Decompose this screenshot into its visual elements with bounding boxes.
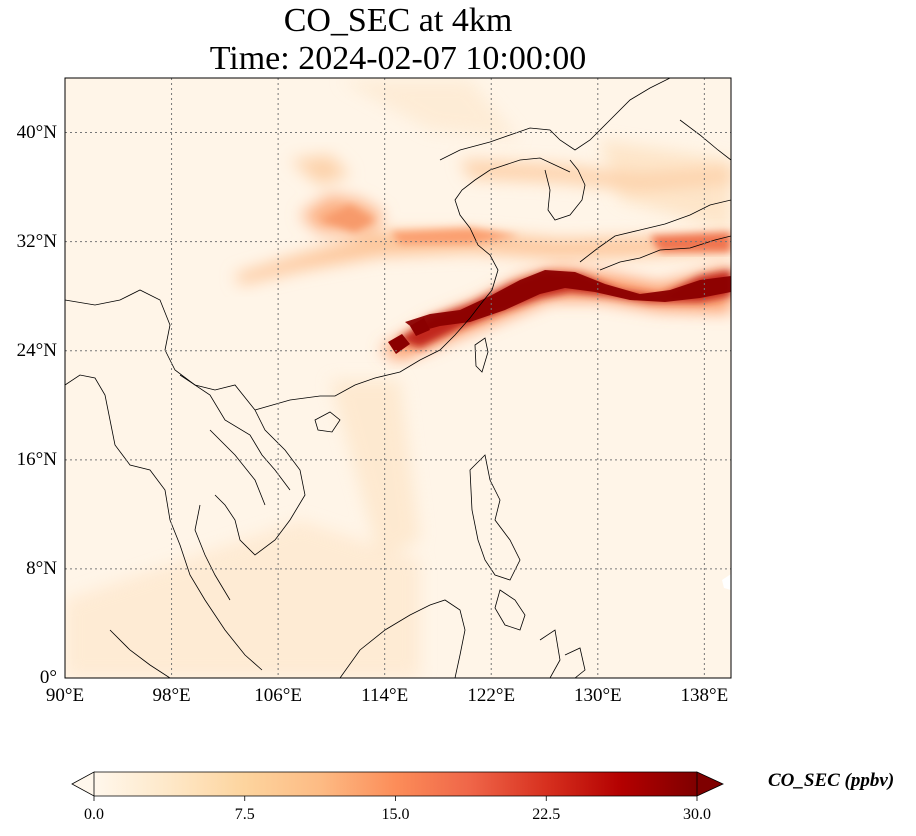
map-time-subtitle: Time: 2024-02-07 10:00:00 [209,40,587,77]
lat-tick-label: 40°N [16,121,57,143]
colorbar [71,771,724,801]
gridlines [65,78,731,678]
colorbar-tick-label: 7.5 [234,806,255,823]
lon-tick-label: 122°E [467,685,516,706]
map-title: CO_SEC at 4km [283,2,513,39]
concentration-field [65,78,731,678]
lon-tick-label: 98°E [152,685,191,706]
colorbar-label: CO_SEC (ppbv) [768,770,895,791]
lat-tick-label: 0° [39,667,57,688]
colorbar-extend-high [696,771,724,797]
colorbar-tick-label: 15.0 [381,806,410,823]
map-frame [64,77,732,679]
lon-tick-label: 114°E [361,685,409,706]
lat-tick-label: 8°N [26,557,57,579]
colorbar-extend-low [71,771,95,797]
lat-tick-label: 24°N [16,339,57,361]
lat-tick-label: 16°N [16,448,57,470]
lon-tick-label: 106°E [254,685,302,706]
lon-tick-label: 130°E [573,685,622,706]
colorbar-tick-label: 22.5 [532,806,561,823]
lon-tick-label: 90°E [45,685,85,706]
colorbar-tick-label: 30.0 [683,806,711,823]
lon-tick-label: 138°E [680,685,729,706]
coastlines [65,78,731,678]
lat-tick-label: 32°N [16,230,57,252]
colorbar-tick-label: 0.0 [84,806,104,823]
